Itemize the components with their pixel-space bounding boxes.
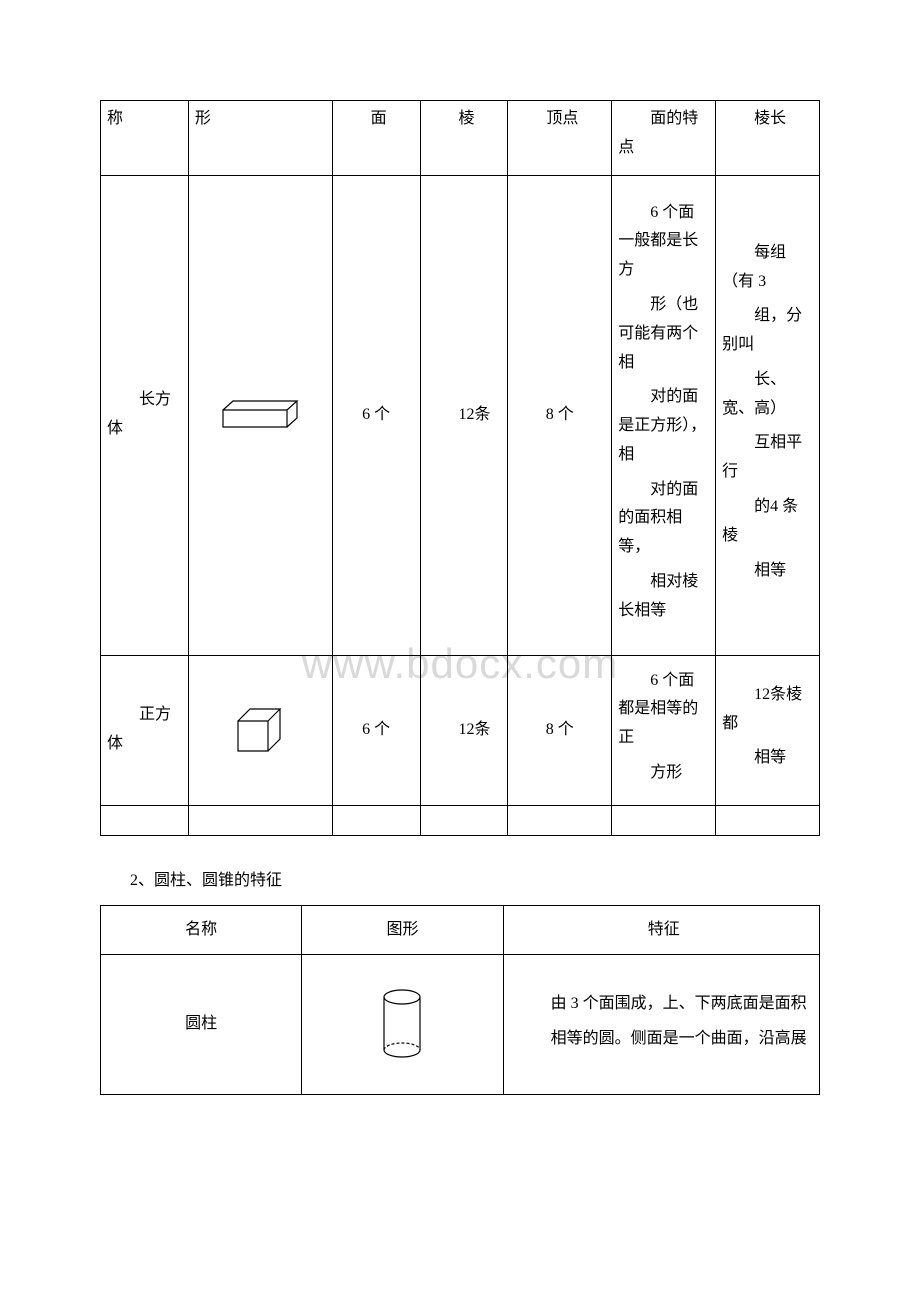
empty-cell [188, 805, 332, 835]
cube-edgelen: 12条棱都 相等 [716, 655, 820, 805]
cuboid-edgelen: 每组（有 3 组，分别叫 长、宽、高） 互相平行 的4 条棱 相等 [716, 175, 820, 655]
cuboid-face: 6 个 [332, 175, 420, 655]
content: 称 形 面 棱 顶点 面的特点 棱长 长方体 6 个 12条 8 个 6 个面一… [100, 100, 820, 1095]
header-face: 面 [332, 101, 420, 176]
cube-shape [188, 655, 332, 805]
empty-cell [612, 805, 716, 835]
empty-cell [101, 805, 189, 835]
cuboid-facechar: 6 个面一般都是长方 形（也可能有两个相 对的面是正方形），相 对的面的面积相等… [612, 175, 716, 655]
section-title: 2、圆柱、圆锥的特征 [130, 866, 820, 890]
empty-cell [508, 805, 612, 835]
cuboid-icon [215, 395, 305, 435]
table1-row-cube: 正方体 6 个 12条 8 个 6 个面都是相等的正 方形 12条棱都 相等 [101, 655, 820, 805]
cube-icon [230, 703, 290, 758]
header-vertex: 顶点 [508, 101, 612, 176]
table1-header-row: 称 形 面 棱 顶点 面的特点 棱长 [101, 101, 820, 176]
table1-row-empty [101, 805, 820, 835]
header-facechar: 面的特点 [612, 101, 716, 176]
table1-row-cuboid: 长方体 6 个 12条 8 个 6 个面一般都是长方 形（也可能有两个相 对的面… [101, 175, 820, 655]
cylinder-char: 由 3 个面围成，上、下两底面是面积 相等的圆。侧面是一个曲面，沿高展 [503, 955, 819, 1095]
empty-cell [716, 805, 820, 835]
cylinder-name: 圆柱 [101, 955, 302, 1095]
table2-row-cylinder: 圆柱 由 3 个面围成，上、下两底面是面积 相等的圆。侧面是一个曲面，沿高展 [101, 955, 820, 1095]
cube-vertex: 8 个 [508, 655, 612, 805]
cube-facechar: 6 个面都是相等的正 方形 [612, 655, 716, 805]
cylinder-icon [377, 985, 427, 1065]
header2-char: 特征 [503, 905, 819, 955]
header-edgelen: 棱长 [716, 101, 820, 176]
header-edge: 棱 [420, 101, 508, 176]
cube-name: 正方体 [101, 655, 189, 805]
cuboid-name: 长方体 [101, 175, 189, 655]
header2-shape: 图形 [302, 905, 503, 955]
cylinder-shape [302, 955, 503, 1095]
cuboid-edge: 12条 [420, 175, 508, 655]
table2-header-row: 名称 图形 特征 [101, 905, 820, 955]
header-shape: 形 [188, 101, 332, 176]
empty-cell [420, 805, 508, 835]
cuboid-vertex: 8 个 [508, 175, 612, 655]
empty-cell [332, 805, 420, 835]
table-solids: 称 形 面 棱 顶点 面的特点 棱长 长方体 6 个 12条 8 个 6 个面一… [100, 100, 820, 836]
table-cylinder-cone: 名称 图形 特征 圆柱 由 3 个面围成，上、下两底面是面积 相等的圆。侧面是一… [100, 905, 820, 1096]
cube-edge: 12条 [420, 655, 508, 805]
cuboid-shape [188, 175, 332, 655]
cube-face: 6 个 [332, 655, 420, 805]
header-name: 称 [101, 101, 189, 176]
header2-name: 名称 [101, 905, 302, 955]
